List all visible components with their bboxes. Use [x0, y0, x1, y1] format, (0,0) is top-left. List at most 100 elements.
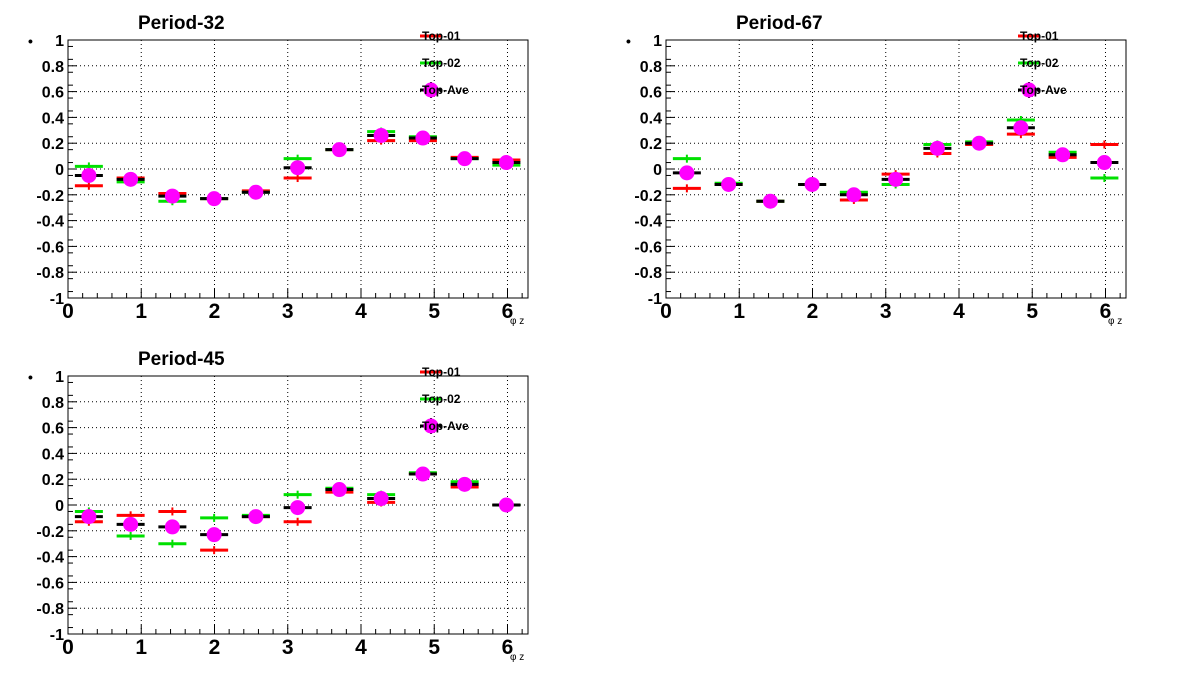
legend-label: Top-02 [1020, 56, 1059, 70]
y-axis-label: • [626, 33, 631, 49]
data-point-marker [498, 497, 514, 513]
series-top-01 [672, 130, 1119, 206]
data-point-marker [123, 516, 139, 532]
data-point-marker [1096, 155, 1112, 171]
y-tick-label: -0.2 [634, 188, 662, 205]
x-tick-label: 6 [1100, 300, 1112, 323]
legend-label: Top-02 [422, 56, 461, 70]
data-point-marker [804, 176, 820, 192]
series-top-ave [74, 127, 521, 207]
legend-label: Top-Ave [422, 419, 469, 433]
chart-title: Period-67 [736, 13, 823, 34]
legend-label: Top-Ave [422, 83, 469, 97]
chart-svg: -1 -0.8 -0.6 -0.4 -0.2 0 0.2 0.4 0.6 0.8 1 0 1 2 3 4 5 6 •… [28, 13, 529, 327]
y-tick-label: 0.4 [42, 446, 64, 463]
data-point-marker [971, 135, 987, 151]
y-tick-label: 0.4 [640, 110, 662, 127]
y-tick-label: 1 [653, 33, 662, 50]
data-point-marker [415, 466, 431, 482]
chart-svg: -1 -0.8 -0.6 -0.4 -0.2 0 0.2 0.4 0.6 0.8 1 0 1 2 3 4 5 6 •… [28, 349, 529, 663]
data-point-marker [373, 127, 389, 143]
data-point-marker [457, 476, 473, 492]
data-point-marker [206, 527, 222, 543]
y-tick-label: 0.6 [640, 85, 662, 102]
chart-svg: -1 -0.8 -0.6 -0.4 -0.2 0 0.2 0.4 0.6 0.8 1 0 1 2 3 4 5 6 •… [626, 13, 1127, 327]
data-point-marker [290, 160, 306, 176]
data-point-marker [679, 165, 695, 181]
y-tick-label: 0.6 [42, 85, 64, 102]
legend-label: Top-Ave [1020, 83, 1067, 97]
y-tick-label: 0.2 [42, 136, 64, 153]
y-axis-label: • [28, 33, 33, 49]
legend-label: Top-01 [422, 29, 461, 43]
chart-panel-period-45: -1 -0.8 -0.6 -0.4 -0.2 0 0.2 0.4 0.6 0.8 1 0 1 2 3 4 5 6 •… [0, 336, 598, 677]
x-tick-label: 1 [135, 636, 147, 659]
y-tick-label: 0 [653, 162, 662, 179]
data-point-marker [331, 482, 347, 498]
chart-panel-period-67: -1 -0.8 -0.6 -0.4 -0.2 0 0.2 0.4 0.6 0.8 1 0 1 2 3 4 5 6 •… [598, 0, 1196, 341]
data-point-marker [846, 187, 862, 203]
data-point-marker [888, 171, 904, 187]
x-tick-label: 0 [660, 300, 672, 323]
data-point-marker [373, 491, 389, 507]
data-point-marker [164, 188, 180, 204]
y-tick-label: -0.8 [36, 265, 64, 282]
x-tick-label: 5 [1026, 300, 1038, 323]
legend-swatch-marker [1021, 82, 1037, 98]
x-tick-label: 4 [953, 300, 965, 323]
data-point-marker [81, 509, 97, 525]
y-tick-label: 0.6 [42, 421, 64, 438]
y-tick-label: -0.4 [36, 550, 64, 567]
legend-swatch-marker [423, 418, 439, 434]
y-tick-label: -0.6 [36, 575, 64, 592]
legend-label: Top-02 [422, 392, 461, 406]
y-tick-label: 0.8 [640, 59, 662, 76]
data-point-marker [1013, 120, 1029, 136]
series-top-ave [74, 466, 521, 543]
y-tick-label: 0.8 [42, 59, 64, 76]
y-tick-label: -1 [648, 291, 662, 308]
y-tick-label: 0.2 [42, 472, 64, 489]
data-point-marker [1055, 147, 1071, 163]
x-tick-label: 4 [355, 300, 367, 323]
data-point-marker [248, 509, 264, 525]
y-tick-label: 0 [55, 498, 64, 515]
x-tick-label: 0 [62, 300, 74, 323]
data-point-marker [721, 176, 737, 192]
data-point-marker [498, 155, 514, 171]
x-tick-label: 6 [502, 636, 514, 659]
y-tick-label: 1 [55, 369, 64, 386]
x-tick-label: 3 [282, 300, 294, 323]
legend-label: Top-01 [422, 365, 461, 379]
y-tick-label: -0.6 [634, 239, 662, 256]
legend-label: Top-01 [1020, 29, 1059, 43]
x-tick-label: 1 [733, 300, 745, 323]
data-point-marker [415, 130, 431, 146]
y-tick-label: 0.8 [42, 395, 64, 412]
series-top-ave [672, 120, 1119, 209]
data-point-marker [206, 191, 222, 207]
data-point-marker [290, 500, 306, 516]
x-tick-label: 3 [282, 636, 294, 659]
data-point-marker [457, 151, 473, 167]
x-tick-label: 0 [62, 636, 74, 659]
data-point-marker [248, 184, 264, 200]
data-point-marker [929, 140, 945, 156]
x-tick-label: 4 [355, 636, 367, 659]
x-tick-label: 5 [428, 300, 440, 323]
x-tick-label: 6 [502, 300, 514, 323]
chart-panel-period-32: -1 -0.8 -0.6 -0.4 -0.2 0 0.2 0.4 0.6 0.8 1 0 1 2 3 4 5 6 •… [0, 0, 598, 341]
y-tick-label: -0.4 [634, 214, 662, 231]
x-axis-label: φ z [510, 652, 524, 663]
x-tick-label: 2 [209, 300, 221, 323]
x-tick-label: 1 [135, 300, 147, 323]
legend-swatch-marker [423, 82, 439, 98]
y-tick-label: -0.2 [36, 188, 64, 205]
x-axis-label: φ z [510, 316, 524, 327]
y-tick-label: -1 [50, 291, 64, 308]
y-tick-label: 0 [55, 162, 64, 179]
data-point-marker [762, 193, 778, 209]
data-point-marker [331, 142, 347, 158]
y-tick-label: -0.8 [36, 601, 64, 618]
y-tick-label: 0.4 [42, 110, 64, 127]
